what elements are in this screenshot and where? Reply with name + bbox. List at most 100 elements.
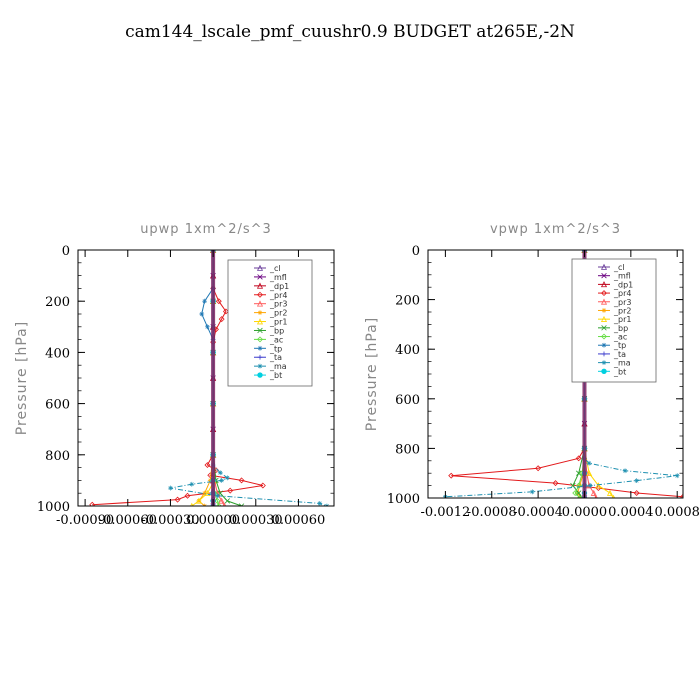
legend-label_cl: _cl bbox=[269, 264, 281, 273]
series-point_ma bbox=[674, 473, 680, 479]
y-tick-label: 800 bbox=[45, 449, 70, 464]
series-point_pr2 bbox=[577, 483, 583, 488]
legend-label_ma: _ma bbox=[613, 359, 631, 368]
legend-label_ta: _ta bbox=[613, 350, 626, 359]
legend-marker_ta bbox=[601, 351, 607, 357]
x-tick-label: 0.0000 bbox=[562, 505, 608, 520]
y-tick-label: 600 bbox=[45, 398, 70, 413]
series-point_ac bbox=[576, 495, 583, 498]
legend-marker_bt bbox=[601, 368, 607, 375]
legend-marker_dp1 bbox=[256, 282, 264, 289]
legend-box bbox=[227, 259, 313, 387]
series-point_pr4 bbox=[448, 472, 455, 479]
series-point_pr3 bbox=[590, 489, 597, 496]
series-point_ac bbox=[215, 503, 222, 506]
figure-title: cam144_lscale_pmf_cuushr0.9 BUDGET at265… bbox=[125, 22, 575, 42]
legend-marker_bp bbox=[601, 325, 607, 331]
x-tick-label: -0.00030 bbox=[141, 513, 199, 528]
x-tick-label: 0.00060 bbox=[272, 513, 326, 528]
legend-label_ma: _ma bbox=[269, 362, 287, 371]
series-point_pr3 bbox=[218, 497, 225, 504]
legend-label_pr2: _pr2 bbox=[613, 306, 631, 315]
legend: _cl_mfl_dp1_pr4_pr3_pr2_pr1_bp_ac_tp_ta_… bbox=[571, 258, 657, 383]
legend-marker_cl bbox=[256, 264, 264, 271]
y-tick-label: 1000 bbox=[387, 492, 420, 507]
legend-marker_pr1 bbox=[256, 318, 264, 325]
series-point_pr4 bbox=[680, 493, 683, 498]
legend-label_dp1: _dp1 bbox=[613, 280, 633, 289]
y-tick-label: 400 bbox=[395, 343, 420, 358]
series-point_tp bbox=[205, 324, 210, 330]
series-point_pr4 bbox=[259, 482, 266, 489]
legend-marker_tp bbox=[601, 342, 607, 348]
y-tick-label: 400 bbox=[45, 346, 70, 361]
legend-marker_ma bbox=[257, 363, 263, 369]
y-tick-label: 0 bbox=[412, 244, 420, 259]
zero-column bbox=[211, 250, 216, 506]
legend-label_bp: _bp bbox=[269, 326, 284, 335]
series-point_ma bbox=[219, 478, 225, 483]
series-point_pr4 bbox=[89, 501, 96, 506]
series-point_ma bbox=[168, 485, 173, 491]
legend-marker_ac bbox=[257, 336, 263, 343]
legend-label_bt: _bt bbox=[613, 367, 626, 376]
series-point_pr4 bbox=[535, 465, 542, 472]
x-tick-label: 0.00000 bbox=[186, 513, 240, 528]
legend-label_ac: _ac bbox=[269, 335, 283, 344]
series-point_ma bbox=[224, 475, 230, 481]
x-tick-label: -0.0012 bbox=[420, 505, 470, 520]
legend-label_pr3: _pr3 bbox=[269, 300, 287, 309]
series-point_pr4 bbox=[215, 298, 222, 305]
series-point_ma bbox=[634, 478, 640, 484]
series-point_tp bbox=[202, 298, 207, 304]
series-point_ma bbox=[317, 501, 323, 506]
series-point_pr4 bbox=[227, 487, 234, 494]
legend-marker_cl bbox=[600, 263, 608, 270]
legend-marker_ta bbox=[257, 354, 263, 360]
series-point_bp bbox=[224, 498, 231, 504]
series-point_ma bbox=[622, 468, 628, 474]
legend-box bbox=[571, 258, 657, 383]
series-point_pr4 bbox=[174, 496, 181, 503]
y-tick-label: 800 bbox=[395, 442, 420, 457]
y-tick-label: 200 bbox=[395, 294, 420, 309]
legend-label_bt: _bt bbox=[269, 371, 282, 380]
legend-label_tp: _tp bbox=[613, 341, 626, 350]
series-point_ma bbox=[587, 483, 593, 488]
series-point_pr2 bbox=[202, 490, 207, 496]
series-point_ma bbox=[189, 481, 195, 487]
panel-title: upwp 1xm^2/s^3 bbox=[140, 222, 272, 237]
legend-marker_ma bbox=[601, 360, 607, 366]
legend-marker_bp bbox=[257, 327, 263, 334]
x-tick-label: -0.0008 bbox=[467, 505, 517, 520]
legend-label_mfl: _mfl bbox=[269, 273, 287, 282]
series-point_pr1 bbox=[595, 482, 602, 489]
legend-label_pr2: _pr2 bbox=[269, 309, 287, 318]
series-point_pr1 bbox=[606, 489, 614, 496]
legend-marker_ac bbox=[601, 333, 607, 340]
series-line_ma bbox=[445, 250, 678, 498]
series-point_bp bbox=[238, 503, 245, 506]
legend-marker_pr1 bbox=[600, 315, 608, 322]
series-point_pr4 bbox=[238, 477, 245, 484]
series-point_pr4 bbox=[575, 455, 582, 462]
legend-label_bp: _bp bbox=[613, 324, 628, 333]
legend: _cl_mfl_dp1_pr4_pr3_pr2_pr1_bp_ac_tp_ta_… bbox=[227, 259, 313, 387]
series-point_pr4 bbox=[222, 308, 229, 315]
legend-marker_pr3 bbox=[600, 298, 608, 305]
legend-label_cl: _cl bbox=[613, 263, 625, 272]
legend-label_pr1: _pr1 bbox=[269, 318, 287, 327]
y-axis-label: Pressure [hPa] bbox=[364, 317, 380, 431]
legend-marker_pr3 bbox=[256, 300, 264, 307]
y-tick-label: 0 bbox=[62, 244, 70, 259]
legend-label_pr3: _pr3 bbox=[613, 298, 631, 307]
series-point_pr4 bbox=[218, 316, 225, 323]
legend-label_mfl: _mfl bbox=[613, 272, 631, 281]
series-point_ma bbox=[217, 470, 223, 476]
series-point_ac bbox=[214, 497, 221, 504]
y-axis-label: Pressure [hPa] bbox=[14, 321, 30, 435]
legend-marker_pr2 bbox=[257, 310, 263, 316]
legend-label_dp1: _dp1 bbox=[269, 282, 289, 291]
legend-label_pr4: _pr4 bbox=[613, 289, 631, 298]
